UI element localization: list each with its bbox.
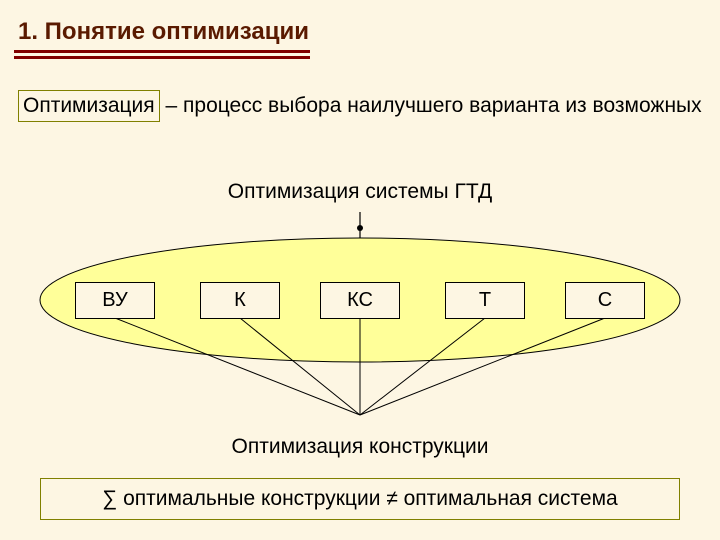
title-underline-2: [14, 56, 310, 59]
definition-term: Оптимизация: [18, 90, 160, 122]
node-кс: КС: [320, 282, 400, 319]
definition-rest: – процесс выбора наилучшего варианта из …: [160, 94, 702, 117]
node-ву: ВУ: [75, 282, 155, 319]
page-title: 1. Понятие оптимизации: [18, 18, 309, 48]
node-с: С: [565, 282, 645, 319]
node-т: Т: [445, 282, 525, 319]
diagram-subtitle: Оптимизация системы ГТД: [0, 180, 720, 204]
definition-line: Оптимизация – процесс выбора наилучшего …: [18, 90, 702, 122]
footer-statement: ∑ оптимальные конструкции ≠ оптимальная …: [40, 478, 680, 520]
title-underline-1: [14, 50, 310, 53]
diagram-area: ВУ К КС Т С: [0, 210, 720, 410]
node-к: К: [200, 282, 280, 319]
diagram-caption: Оптимизация конструкции: [0, 435, 720, 459]
